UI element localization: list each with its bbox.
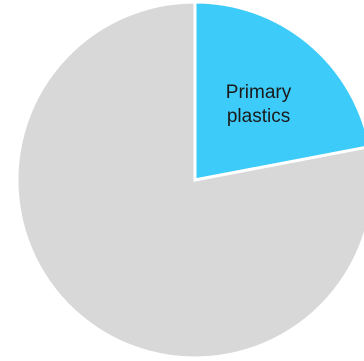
slice-label-line: Primary — [226, 82, 292, 103]
slice-label: Primary plastics — [226, 82, 292, 127]
pie-slice — [15, 0, 364, 360]
slice-label-line: plastics — [227, 106, 290, 127]
pie-slice — [193, 0, 364, 182]
pie-labels: Primary plastics — [226, 82, 292, 127]
pie-slices — [15, 0, 364, 360]
